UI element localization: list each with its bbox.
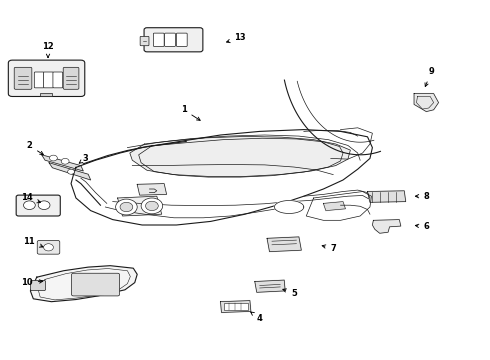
Text: 3: 3 <box>79 154 89 163</box>
FancyBboxPatch shape <box>144 28 203 52</box>
Text: 6: 6 <box>416 222 429 231</box>
Circle shape <box>61 158 69 164</box>
FancyBboxPatch shape <box>176 33 187 46</box>
Text: 8: 8 <box>416 192 429 201</box>
Polygon shape <box>323 202 345 211</box>
Text: 9: 9 <box>425 68 434 86</box>
Polygon shape <box>42 155 83 171</box>
Text: 12: 12 <box>42 42 54 58</box>
FancyBboxPatch shape <box>63 67 79 89</box>
Circle shape <box>68 169 74 174</box>
Bar <box>224 303 248 310</box>
Polygon shape <box>220 301 251 312</box>
FancyBboxPatch shape <box>14 67 32 89</box>
Text: 10: 10 <box>21 278 43 287</box>
Circle shape <box>141 198 163 214</box>
Polygon shape <box>71 130 372 225</box>
FancyBboxPatch shape <box>16 195 60 216</box>
Polygon shape <box>414 94 439 112</box>
Polygon shape <box>372 220 401 233</box>
Polygon shape <box>267 237 301 252</box>
Circle shape <box>49 155 57 161</box>
FancyBboxPatch shape <box>165 33 175 46</box>
Circle shape <box>38 201 50 210</box>
Text: 13: 13 <box>226 33 246 42</box>
Polygon shape <box>49 163 91 180</box>
FancyBboxPatch shape <box>53 72 63 88</box>
FancyBboxPatch shape <box>72 273 120 296</box>
Polygon shape <box>137 184 167 195</box>
Polygon shape <box>255 280 285 292</box>
Circle shape <box>120 202 133 212</box>
Circle shape <box>116 199 137 215</box>
Text: 7: 7 <box>322 244 336 253</box>
Circle shape <box>24 201 35 210</box>
Circle shape <box>146 201 158 211</box>
Text: 14: 14 <box>21 194 41 203</box>
Text: 1: 1 <box>181 105 200 120</box>
FancyBboxPatch shape <box>153 33 164 46</box>
Polygon shape <box>306 192 371 220</box>
FancyBboxPatch shape <box>37 240 60 254</box>
Polygon shape <box>274 201 304 213</box>
Polygon shape <box>130 136 350 176</box>
Text: 11: 11 <box>24 237 43 247</box>
Polygon shape <box>30 266 137 302</box>
FancyBboxPatch shape <box>34 72 44 88</box>
Polygon shape <box>368 191 406 202</box>
Circle shape <box>44 244 53 251</box>
FancyBboxPatch shape <box>30 280 46 291</box>
Text: 2: 2 <box>26 141 43 154</box>
FancyBboxPatch shape <box>44 72 53 88</box>
FancyBboxPatch shape <box>8 60 85 96</box>
Text: 4: 4 <box>251 312 263 323</box>
Bar <box>40 93 52 96</box>
Polygon shape <box>118 196 162 216</box>
Text: 5: 5 <box>283 289 297 298</box>
FancyBboxPatch shape <box>140 36 149 46</box>
